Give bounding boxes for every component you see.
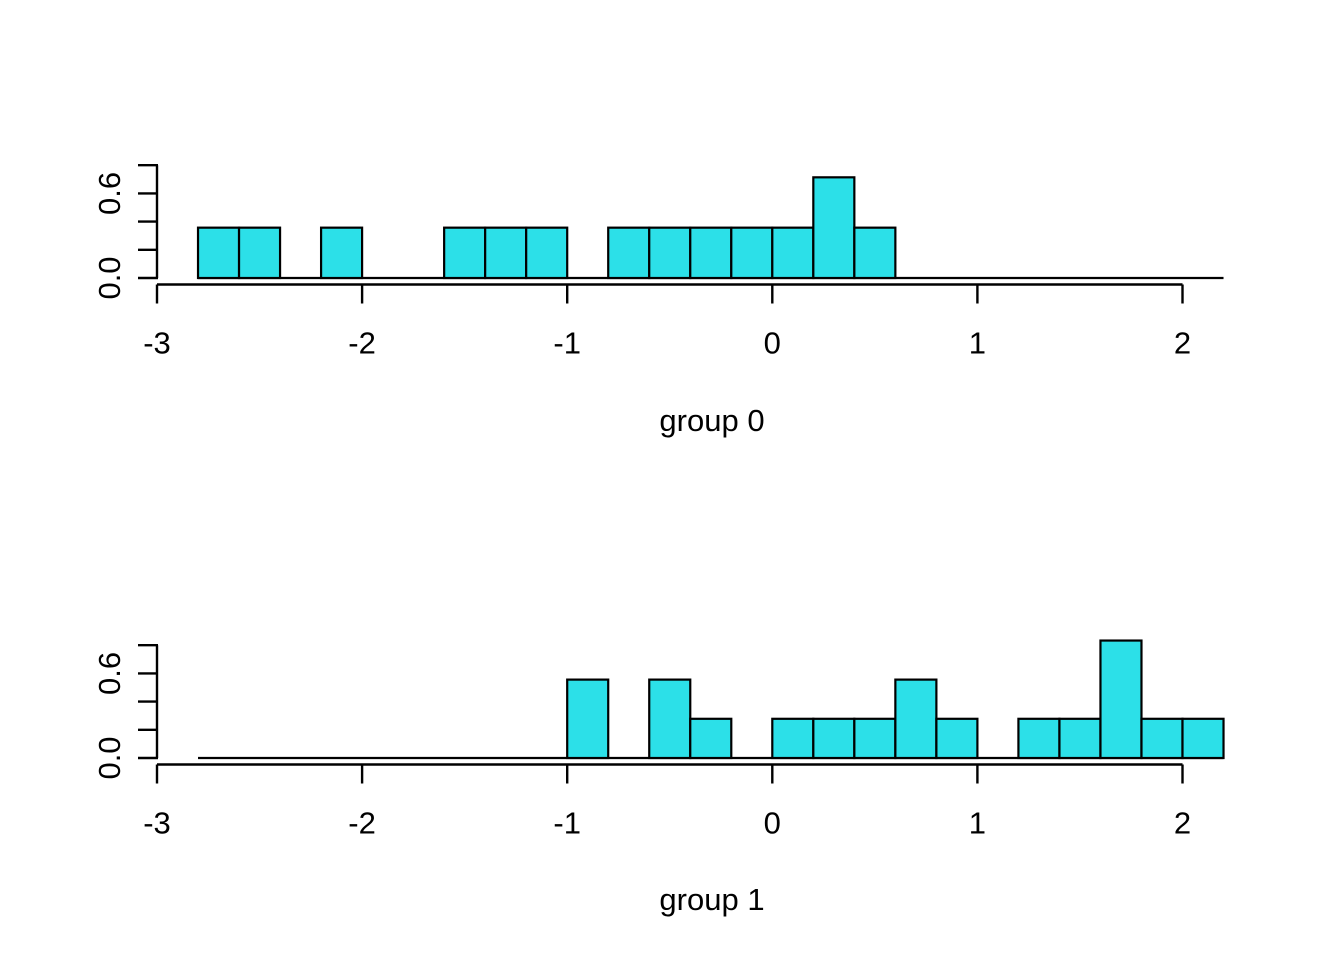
y-tick-label: 0.6: [92, 172, 127, 215]
x-tick-label: 2: [1174, 806, 1191, 841]
x-axis-label-group-0: group 0: [659, 403, 764, 438]
histogram-bar: [730, 226, 774, 280]
x-tick-label: 1: [969, 806, 986, 841]
histogram-bar: [771, 226, 815, 280]
histogram-bar: [319, 226, 364, 280]
x-axis-label-group-1: group 1: [659, 882, 764, 917]
histogram-bar: [853, 717, 897, 760]
histogram-bar: [1017, 717, 1061, 760]
histogram-bar: [443, 226, 487, 280]
x-tick-label: 2: [1174, 326, 1191, 361]
x-tick-label: 0: [764, 326, 781, 361]
x-tick-label: -2: [348, 326, 376, 361]
histogram-bar: [1099, 639, 1143, 760]
x-tick-label: -2: [348, 806, 376, 841]
histogram-bar: [812, 176, 856, 280]
histogram-bar: [566, 678, 610, 760]
x-tick-label: -1: [553, 806, 581, 841]
x-tick-label: 1: [969, 326, 986, 361]
histogram-bar: [237, 226, 282, 280]
x-tick-label: -1: [553, 326, 581, 361]
histogram-bar: [1058, 717, 1102, 760]
histogram-bar: [812, 717, 856, 760]
x-tick-label: 0: [764, 806, 781, 841]
histogram-bar: [648, 226, 692, 280]
histogram-bar: [196, 226, 241, 280]
histogram-bar: [935, 717, 979, 760]
y-tick-label: 0.0: [92, 256, 127, 299]
histogram-bar: [1181, 717, 1225, 760]
histogram-bar: [689, 717, 733, 760]
x-tick-label: -3: [143, 326, 171, 361]
histogram-group-1: 0.0 0.6 -3 -2 -1 0 1 2: [92, 639, 1225, 841]
histogram-bar: [894, 678, 938, 760]
histogram-bar: [771, 717, 815, 760]
histogram-bar: [853, 226, 897, 280]
histogram-group-0: 0.0 0.6 -3 -2 -1 0 1 2: [92, 163, 1224, 361]
y-tick-label: 0.6: [92, 652, 127, 695]
y-tick-label: 0.0: [92, 736, 127, 779]
histogram-bar: [1140, 717, 1184, 760]
histogram-bar: [689, 226, 733, 280]
x-tick-label: -3: [143, 806, 171, 841]
histogram-bar: [607, 226, 651, 280]
histogram-bar: [648, 678, 692, 760]
histogram-bar: [525, 226, 569, 280]
histogram-bar: [484, 226, 528, 280]
